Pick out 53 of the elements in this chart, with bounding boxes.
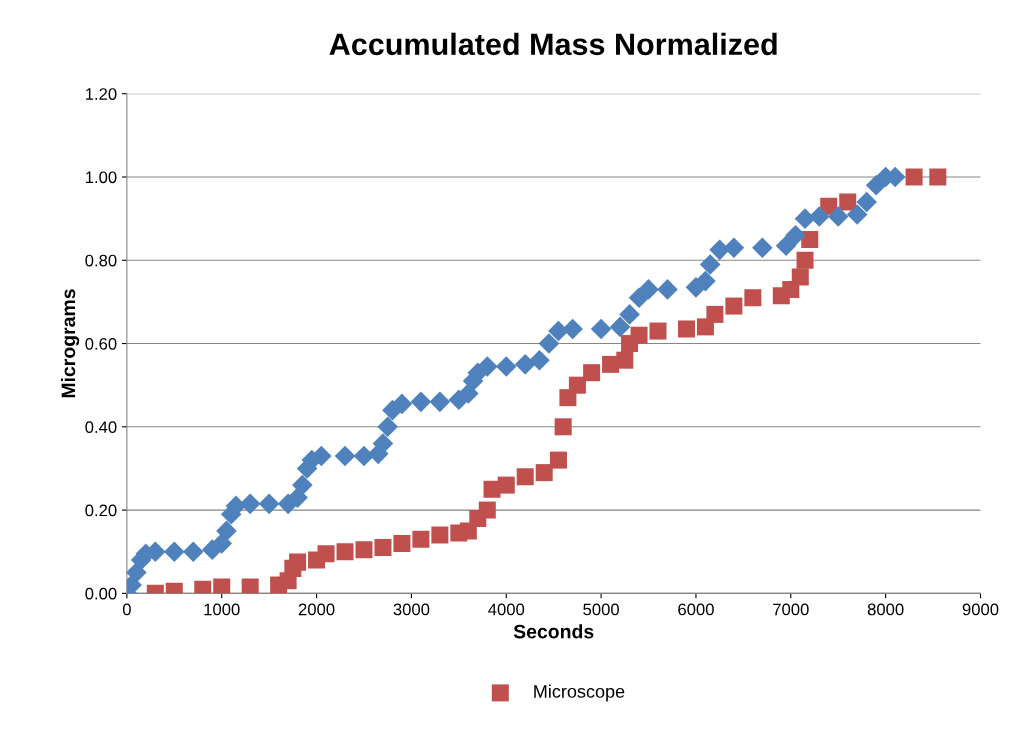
point bbox=[630, 326, 648, 344]
point bbox=[478, 501, 496, 519]
point bbox=[706, 305, 724, 323]
point bbox=[241, 578, 259, 594]
y-tick-label: 1.00 bbox=[85, 171, 117, 184]
x-tick-label: 5000 bbox=[583, 603, 619, 616]
point bbox=[393, 534, 411, 552]
point bbox=[725, 297, 743, 315]
point bbox=[791, 268, 809, 286]
y-tick-label: 0.00 bbox=[85, 587, 117, 600]
x-tick-label: 6000 bbox=[678, 603, 714, 616]
point bbox=[929, 168, 947, 186]
point bbox=[317, 545, 335, 563]
point bbox=[289, 553, 307, 571]
x-tick-label: 7000 bbox=[773, 603, 809, 616]
point bbox=[497, 476, 515, 494]
point bbox=[839, 193, 857, 211]
point bbox=[336, 543, 354, 561]
point bbox=[355, 541, 373, 559]
point bbox=[554, 418, 572, 436]
point bbox=[568, 376, 586, 394]
x-tick-label: 9000 bbox=[962, 603, 999, 616]
y-tick-label: 0.60 bbox=[85, 337, 117, 350]
point bbox=[535, 464, 553, 482]
x-tick-label: 1000 bbox=[204, 603, 240, 616]
point bbox=[905, 168, 923, 186]
y-tick-label: 0.80 bbox=[85, 254, 117, 267]
point bbox=[374, 539, 392, 557]
point bbox=[213, 578, 231, 594]
point bbox=[431, 526, 449, 544]
y-tick-label: 1.20 bbox=[85, 88, 117, 100]
x-tick-label: 3000 bbox=[393, 603, 430, 616]
x-axis-title: Seconds bbox=[513, 624, 594, 639]
point bbox=[616, 351, 634, 369]
x-tick-label: 2000 bbox=[298, 603, 335, 616]
point bbox=[796, 251, 814, 269]
point bbox=[801, 230, 819, 248]
point bbox=[516, 468, 534, 486]
y-tick-label: 0.20 bbox=[85, 504, 117, 517]
x-tick-label: 8000 bbox=[867, 603, 904, 616]
y-tick-label: 0.40 bbox=[85, 421, 117, 434]
x-tick-label: 0 bbox=[122, 603, 131, 616]
x-tick-label: 4000 bbox=[488, 603, 525, 616]
point bbox=[744, 289, 762, 307]
point bbox=[649, 322, 667, 340]
point bbox=[583, 364, 601, 382]
chart-title: Accumulated Mass Normalized bbox=[329, 32, 777, 56]
point bbox=[412, 530, 430, 548]
y-axis-title: Micrograms bbox=[60, 289, 80, 398]
point bbox=[677, 320, 695, 338]
point bbox=[549, 451, 567, 469]
point bbox=[782, 280, 800, 298]
legend-label: Microscope bbox=[534, 684, 625, 702]
